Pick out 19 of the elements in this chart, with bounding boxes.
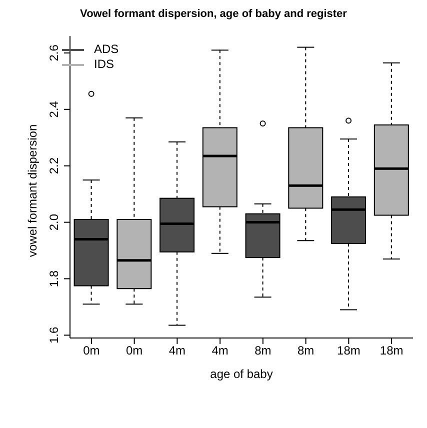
x-tick-label: 8m (254, 344, 272, 358)
y-tick-label: 1.8 (47, 270, 61, 288)
y-tick-label: 2.2 (47, 157, 61, 174)
legend-label: ADS (94, 42, 119, 57)
y-tick-label: 2.0 (47, 214, 61, 231)
x-tick-label: 18m (337, 344, 360, 358)
x-tick-label: 4m (212, 344, 228, 358)
x-tick-label: 0m (83, 344, 100, 358)
y-axis-title: vowel formant dispersion (25, 124, 40, 257)
y-tick-label: 1.6 (47, 326, 61, 344)
chart-title: Vowel formant dispersion, age of baby and register (79, 8, 348, 20)
x-tick-label: 4m (168, 344, 186, 358)
y-tick-label: 2.6 (47, 44, 61, 62)
x-axis-title: age of baby (210, 367, 273, 381)
y-tick-label: 2.4 (47, 100, 61, 118)
legend-label: IDS (94, 57, 114, 72)
x-tick-label: 18m (380, 344, 404, 358)
x-tick-label: 0m (126, 344, 143, 358)
x-tick-label: 8m (297, 344, 314, 358)
